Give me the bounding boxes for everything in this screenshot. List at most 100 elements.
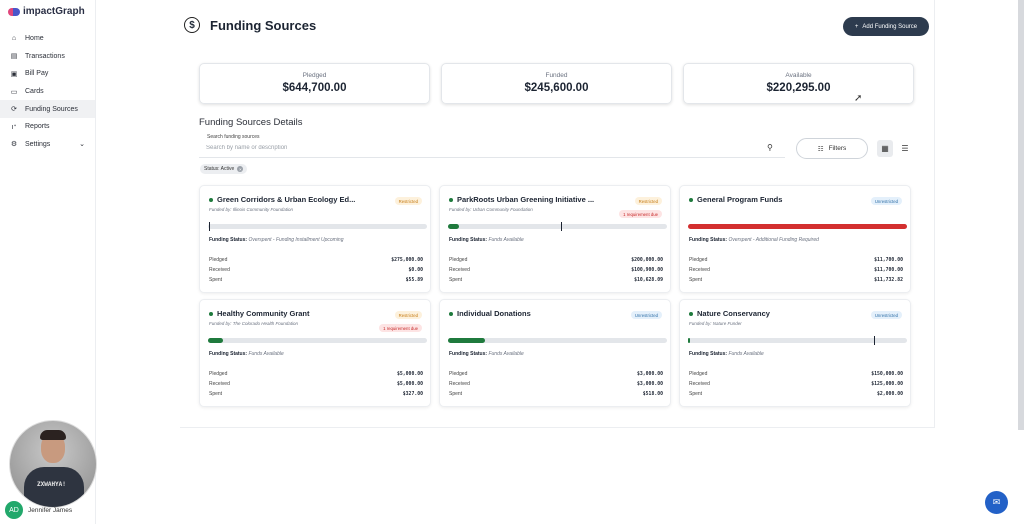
amount-row-received: Received $0.00 [209,267,423,273]
sidebar-item-label: Bill Pay [25,70,49,78]
progress-bar [208,338,427,343]
amount-row-spent: Spent $518.00 [449,391,663,397]
progress-fill [448,224,459,229]
summary-label: Funded [545,72,568,79]
summary-value: $245,600.00 [524,82,589,94]
user-profile[interactable]: AD Jennifer James [5,501,72,519]
funding-source-card[interactable]: Individual Donations Unrestricted Fundin… [439,299,671,407]
webcam-overlay: ZXWAHYA! [9,420,97,508]
progress-marker [874,336,875,345]
filters-label: Filters [828,145,847,152]
progress-marker [561,222,562,231]
gear-icon: ⚙ [10,141,18,149]
amount-row-pledged: Pledged $3,000.00 [449,371,663,377]
status-filter-chip[interactable]: Status: Active × [200,164,248,174]
amount-row-spent: Spent $55.89 [209,277,423,283]
summary-label: Pledged [302,72,327,79]
amounts-list: Pledged $275,000.00 Received $0.00 Spent $5… [209,255,423,285]
funding-status: Funding Status: Funds Available [449,237,524,243]
status-dot-icon [449,312,453,316]
amount-row-received: Received $125,000.00 [689,381,903,387]
app-logo[interactable]: impactGraph [8,6,85,17]
sidebar-item-bill-pay[interactable]: ▣ Bill Pay [0,65,95,83]
amount-row-pledged: Pledged $11,700.00 [689,257,903,263]
funding-status: Funding Status: Overspent - Funding Inst… [209,237,344,243]
add-funding-source-button[interactable]: + Add Funding Source [843,17,929,36]
sidebar-item-reports[interactable]: ıᐩ Reports [0,118,95,136]
amount-row-pledged: Pledged $5,000.00 [209,371,423,377]
progress-bar [208,222,427,231]
section-title: Funding Sources Details [199,117,303,128]
amount-row-spent: Spent $10,628.09 [449,277,663,283]
funding-icon: ⟳ [11,106,17,114]
card-funder: Funded by: Illinois Community Foundation [209,207,294,212]
filters-button[interactable]: ☷ Filters [796,138,868,159]
sidebar-item-settings[interactable]: ⚙ Settings ⌄ [0,136,95,154]
funding-status: Funding Status: Funds Available [449,351,524,357]
progress-fill [688,224,907,229]
status-dot-icon [209,312,213,316]
funding-source-card[interactable]: Healthy Community Grant Funded by: The C… [199,299,431,407]
restriction-badge: Restricted [394,311,422,319]
sidebar-item-funding-sources[interactable]: ⟳ Funding Sources [0,100,95,118]
close-icon[interactable]: × [237,166,244,172]
amounts-list: Pledged $11,700.00 Received $11,700.00 Spe… [689,255,903,285]
funding-source-card[interactable]: Nature Conservancy Funded by: Nature Fun… [679,299,911,407]
restriction-badge: Restricted [634,197,662,205]
page-title: Funding Sources [210,17,317,33]
sidebar-item-label: Funding Sources [25,105,78,113]
summary-card-available: Available $220,295.00 [683,63,914,104]
funding-status: Funding Status: Overspent - Additional F… [689,237,819,243]
amount-row-spent: Spent $327.00 [209,391,423,397]
funding-status: Funding Status: Funds Available [209,351,284,357]
webcam-shirt-text: ZXWAHYA! [37,481,66,488]
progress-bar [448,338,667,343]
sidebar-item-label: Transactions [25,52,65,60]
status-dot-icon [449,198,453,202]
card-title: Green Corridors & Urban Ecology Ed... [217,195,356,204]
summary-label: Available [785,72,812,79]
user-name: Jennifer James [28,506,73,514]
summary-card-funded: Funded $245,600.00 [441,63,672,104]
card-icon: ▭ [10,88,18,96]
sidebar-item-label: Home [25,35,44,43]
grid-view-icon[interactable]: ▦ [877,140,893,157]
bill-icon: ▣ [10,70,18,78]
webcam-person-hair [40,430,66,440]
search-field: ⚲ [199,138,785,158]
search-label: Search funding sources [207,134,260,140]
summary-value: $220,295.00 [766,82,831,94]
funding-source-card[interactable]: Green Corridors & Urban Ecology Ed... Fu… [199,185,431,293]
restriction-badge: Unrestricted [630,311,662,319]
search-icon[interactable]: ⚲ [767,143,773,152]
scrollbar[interactable] [1018,0,1024,430]
amounts-list: Pledged $3,000.00 Received $3,000.00 Spent… [449,369,663,399]
search-input[interactable] [206,145,706,151]
sidebar-item-transactions[interactable]: ▤ Transactions [0,48,95,66]
sidebar-item-cards[interactable]: ▭ Cards [0,83,95,101]
chip-label: Status: Active [204,166,235,172]
card-title: Nature Conservancy [697,309,770,318]
funding-sources-icon: $ [184,17,200,33]
sidebar-item-label: Cards [25,88,44,96]
card-title: Individual Donations [457,309,531,318]
chat-icon[interactable]: ✉ [985,491,1008,514]
funding-status: Funding Status: Funds Available [689,351,764,357]
sidebar-item-home[interactable]: ⌂ Home [0,30,95,48]
webcam-person-body [24,467,84,507]
amount-row-received: Received $100,900.00 [449,267,663,273]
amount-row-spent: Spent $2,000.00 [689,391,903,397]
progress-fill [208,338,224,343]
progress-fill [448,338,486,343]
add-button-label: Add Funding Source [862,23,918,30]
sidebar-item-label: Settings [25,140,51,148]
funding-source-card[interactable]: General Program Funds Unrestricted Fundi… [679,185,911,293]
requirement-badge: 1 requirement due [619,210,662,218]
list-view-icon[interactable]: ☰ [901,144,909,153]
sidebar-item-label: Reports [25,123,50,131]
funding-source-card[interactable]: ParkRoots Urban Greening Initiative ... … [439,185,671,293]
amount-row-received: Received $11,700.00 [689,267,903,273]
plus-icon: + [854,23,859,30]
amount-row-pledged: Pledged $275,000.00 [209,257,423,263]
reports-icon: ıᐩ [11,123,17,131]
